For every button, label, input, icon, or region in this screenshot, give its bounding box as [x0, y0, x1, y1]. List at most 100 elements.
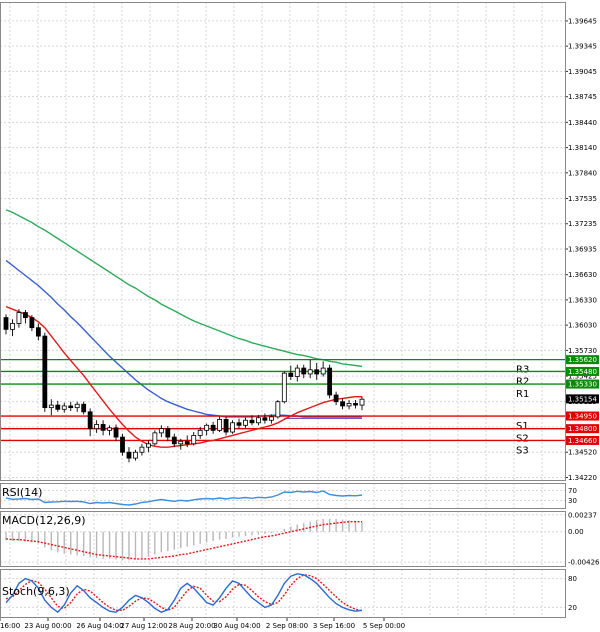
- macd-pane: 0.00237 0.00 -0.004266 MACD(12,26,9): [2, 511, 600, 566]
- candle-body: [10, 323, 15, 330]
- level-name-s1: S1: [516, 421, 529, 432]
- y-tick-label: 1.38440: [568, 119, 597, 127]
- stoch-k-line: [5, 573, 363, 614]
- stoch-d-line: [5, 574, 363, 612]
- y-tick-label: 1.36935: [568, 245, 597, 253]
- candle-body: [87, 411, 93, 430]
- candle-body: [16, 312, 22, 324]
- candle-body: [48, 404, 54, 409]
- candle-body: [152, 432, 158, 445]
- level-price-box: [565, 355, 599, 365]
- candle-body: [74, 403, 80, 409]
- pane-frame: [0, 2, 566, 481]
- x-tick-label: 16:00: [0, 622, 20, 630]
- y-tick-label: 1.37235: [568, 220, 597, 228]
- y-tick-label: 1.39345: [568, 43, 597, 51]
- stoch-pane: 80 20 Stoch(9,6,3): [2, 573, 577, 614]
- candle-body: [204, 424, 210, 431]
- candle-body: [113, 427, 119, 438]
- candle-body: [236, 422, 242, 426]
- y-tick-label: 1.34520: [568, 449, 597, 457]
- y-tick-label: 1.36630: [568, 271, 597, 279]
- candle-body: [120, 436, 125, 453]
- level-price-label: 1.35620: [568, 356, 597, 364]
- main-price-pane: 1.39645 1.39345 1.39045 1.38745 1.38440 1.381…: [0, 17, 599, 482]
- candle-body: [288, 372, 294, 377]
- current-price-label: 1.35154: [568, 395, 597, 403]
- rsi-tick-label: 70: [568, 487, 577, 495]
- y-tick-label: 1.37840: [568, 169, 597, 177]
- candle-body: [178, 440, 184, 445]
- macd-tick-label: -0.004266: [568, 559, 600, 567]
- stoch-tick-label: 80: [568, 575, 577, 583]
- candle-body: [210, 424, 216, 431]
- level-name-s3: S3: [516, 445, 529, 456]
- candle-body: [262, 417, 268, 421]
- macd-tick-label: 0.00: [568, 528, 584, 536]
- pane-frame: [0, 569, 566, 618]
- candle-body: [165, 428, 171, 438]
- stoch-title: Stoch(9,6,3): [2, 585, 70, 598]
- level-name-r1: R1: [516, 389, 529, 400]
- candle-body: [145, 443, 151, 448]
- y-tick-label: 1.34220: [568, 474, 597, 482]
- candle-body: [353, 403, 358, 406]
- macd-signal-line: [5, 521, 362, 560]
- level-price-box: [565, 379, 599, 389]
- candle-body: [35, 327, 41, 337]
- y-tick-label: 1.39045: [568, 68, 597, 76]
- candle-body: [217, 419, 223, 431]
- level-price-label: 1.34950: [568, 413, 597, 421]
- candle-body: [23, 312, 28, 318]
- candle-body: [249, 419, 255, 424]
- ma-mid-line: [5, 259, 362, 418]
- candle-body: [256, 417, 261, 424]
- x-tick-label: 28 Aug 20:00: [168, 622, 215, 630]
- rsi-pane: 70 30 RSI(14): [2, 486, 577, 506]
- x-tick-label: 3 Sep 16:00: [313, 622, 355, 630]
- x-tick-label: 27 Aug 12:00: [120, 622, 167, 630]
- candle-body: [294, 367, 300, 377]
- candle-body: [158, 428, 164, 434]
- x-tick-label: 5 Sep 00:00: [363, 622, 405, 630]
- candle-body: [301, 367, 307, 375]
- candle-body: [307, 369, 313, 375]
- candle-body: [223, 419, 229, 433]
- candle-body: [133, 451, 138, 459]
- candle-body: [171, 436, 177, 445]
- candle-body: [3, 317, 9, 330]
- candle-body: [191, 434, 197, 445]
- candle-body: [320, 367, 326, 375]
- candle-body: [346, 403, 352, 407]
- candle-body: [281, 372, 287, 403]
- level-price-box: [565, 411, 599, 421]
- rsi-title: RSI(14): [2, 486, 42, 499]
- level-price-box: [565, 435, 599, 445]
- candle-body: [29, 317, 35, 329]
- current-price-box: [565, 394, 599, 404]
- stoch-tick-label: 20: [568, 604, 577, 612]
- candle-body: [268, 416, 274, 421]
- candle-body: [61, 405, 67, 410]
- level-price-label: 1.34800: [568, 425, 597, 433]
- candle-body: [55, 404, 61, 410]
- x-tick-label: 26 Aug 04:00: [76, 622, 123, 630]
- candle-body: [340, 401, 345, 407]
- y-tick-label: 1.36330: [568, 296, 597, 304]
- candle-body: [107, 427, 112, 431]
- y-tick-label: 1.38140: [568, 144, 597, 152]
- rsi-tick-label: 30: [568, 497, 577, 505]
- macd-tick-label: 0.00237: [568, 511, 597, 519]
- candle-body: [243, 419, 248, 426]
- level-price-box: [565, 424, 599, 434]
- x-tick-label: 30 Aug 04:00: [213, 622, 260, 630]
- ma-slow-line: [5, 209, 363, 368]
- y-tick-label: 1.35425: [568, 373, 597, 381]
- candle-body: [197, 429, 203, 436]
- y-tick-label: 1.36030: [568, 322, 597, 330]
- candle-body: [42, 335, 48, 409]
- candle-body: [184, 440, 190, 445]
- level-price-label: 1.35330: [568, 381, 597, 389]
